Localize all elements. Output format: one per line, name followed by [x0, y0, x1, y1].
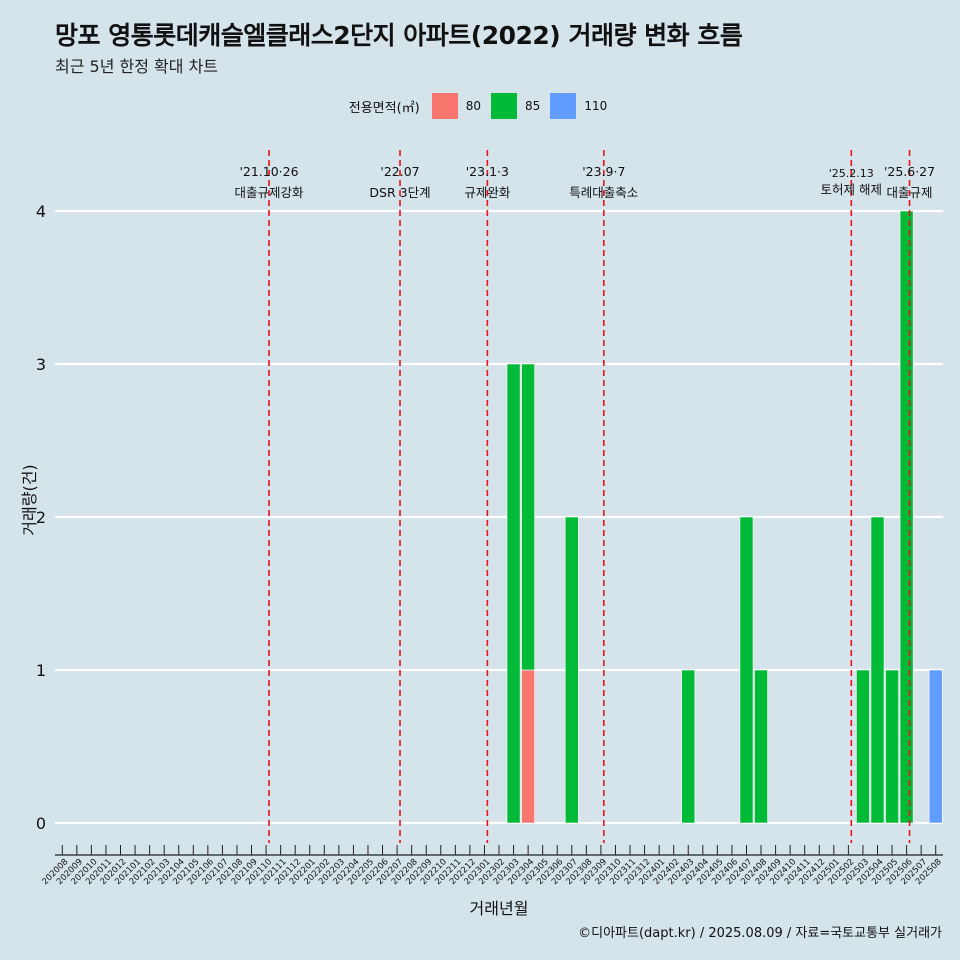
y-axis-title: 거래량(건)	[20, 464, 39, 535]
event-label: 토허제 해제	[821, 182, 882, 197]
event-label: DSR 3단계	[369, 185, 430, 200]
y-tick-label: 2	[36, 508, 46, 527]
chart-subtitle: 최근 5년 한정 확대 차트	[55, 57, 219, 76]
bar-85-202304	[521, 363, 535, 671]
y-tick-label: 3	[36, 355, 46, 374]
bar-85-202408	[754, 669, 768, 824]
bar-85-202504	[870, 516, 885, 824]
legend-label-85: 85	[525, 99, 541, 113]
bar-85-202307	[564, 516, 579, 824]
event-label: 대출규제	[887, 185, 933, 200]
legend-swatch-110	[550, 93, 577, 119]
bar-85-202503	[856, 669, 870, 824]
legend-title: 전용면적(㎡)	[348, 100, 420, 116]
x-axis-title: 거래년월	[470, 899, 529, 918]
legend: 전용면적(㎡) 80 85 110	[0, 92, 960, 120]
y-tick-label: 1	[36, 661, 46, 680]
bar-80-202304	[521, 669, 535, 824]
event-date: '23.9·7	[582, 164, 625, 179]
source-caption: ©디아파트(dapt.kr) / 2025.08.09 / 자료=국토교통부 실…	[578, 926, 942, 941]
event-label: 대출규제강화	[234, 185, 304, 200]
bar-85-202506	[899, 210, 914, 824]
event-date: '22.07	[380, 164, 419, 179]
legend-item-80: 80	[431, 93, 485, 119]
event-date: '25.6·27	[884, 164, 935, 179]
legend-label-110: 110	[584, 99, 608, 113]
legend-label-80: 80	[465, 99, 482, 113]
bar-85-202303	[506, 363, 521, 824]
legend-item-85: 85	[491, 93, 544, 119]
event-label: 규제완화	[464, 185, 511, 200]
event-date: '23.1·3	[466, 164, 509, 179]
legend-swatch-85	[491, 93, 518, 119]
chart-title: 망포 영통롯데캐슬엘클래스2단지 아파트(2022) 거래량 변화 흐름	[55, 21, 743, 50]
bar-85-202407	[739, 516, 754, 824]
legend-swatch-80	[431, 93, 458, 119]
y-tick-label: 4	[36, 202, 46, 221]
event-date: '25.2.13	[829, 167, 874, 180]
bar-85-202403	[681, 669, 696, 824]
legend-item-110: 110	[550, 93, 611, 119]
y-tick-label: 0	[36, 814, 46, 833]
event-label: 특례대출축소	[569, 185, 638, 200]
bar-110-202508	[928, 669, 943, 824]
bar-85-202505	[885, 669, 899, 824]
event-date: '21.10·26	[239, 164, 298, 179]
